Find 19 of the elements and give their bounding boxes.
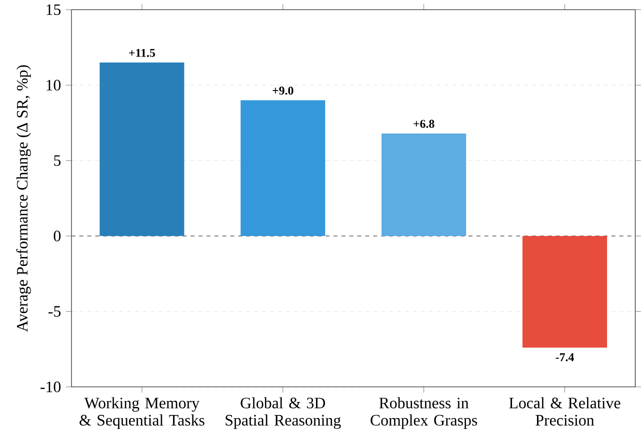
- bar: [382, 134, 466, 236]
- y-tick-label: 10: [46, 80, 61, 91]
- bar: [240, 100, 326, 236]
- data-label: +9.0: [272, 86, 294, 95]
- bar: [100, 62, 184, 236]
- x-tick-label: Local & Relative Precision: [509, 397, 620, 426]
- y-tick-label: -10: [40, 382, 61, 392]
- x-tick-label: Working Memory & Sequential Tasks: [80, 397, 204, 430]
- data-label: +6.8: [414, 120, 434, 128]
- y-tick-label: 5: [54, 156, 61, 166]
- y-tick-label: 15: [46, 4, 61, 16]
- y-axis-title: Average Performance Change (Δ SR, %p): [16, 66, 31, 332]
- y-tick-label: -5: [48, 306, 61, 317]
- data-label: +11.5: [129, 49, 155, 58]
- bar: [522, 236, 608, 348]
- y-tick-label: 0: [54, 230, 61, 242]
- x-tick-label: Robustness in Complex Grasps: [370, 397, 478, 430]
- x-tick-label: Global & 3D Spatial Reasoning: [226, 397, 341, 430]
- data-label: -7.4: [556, 353, 574, 362]
